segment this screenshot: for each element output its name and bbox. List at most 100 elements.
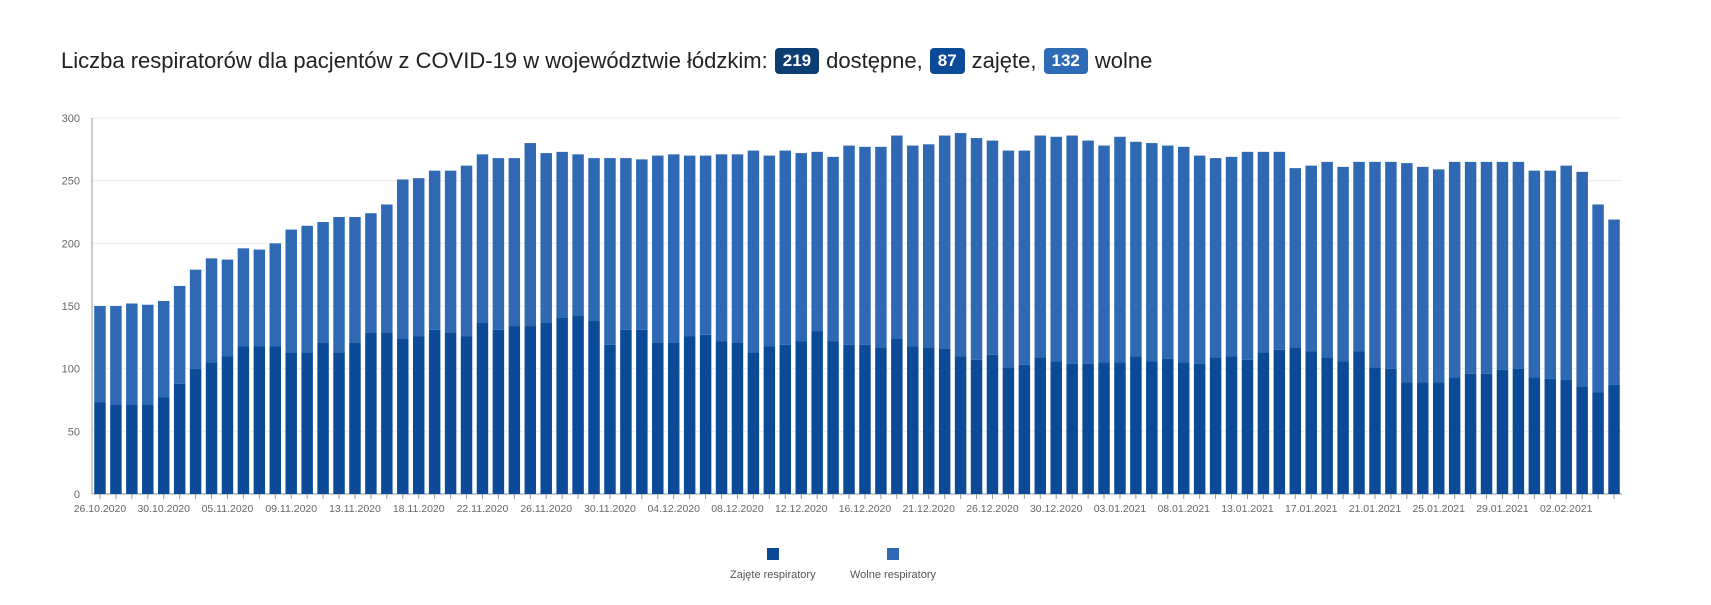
bar-free (1177, 146, 1190, 363)
bar-free (811, 151, 823, 332)
x-tick-label: 22.11.2020 (457, 503, 509, 515)
bar-free (1369, 161, 1381, 368)
x-tick-label: 30.11.2020 (584, 503, 636, 515)
bar-occupied (1082, 363, 1094, 494)
bar-free (604, 158, 616, 345)
bar-occupied (652, 342, 664, 494)
bar-occupied (1098, 362, 1110, 494)
bar-free (938, 135, 951, 349)
bar-free (922, 144, 935, 348)
bar-occupied (1209, 357, 1222, 494)
bar-free (795, 153, 807, 342)
bar-free (1289, 168, 1302, 348)
bar-free (1305, 165, 1317, 352)
bar-occupied (572, 316, 584, 494)
bar-free (1193, 155, 1206, 364)
free-label: wolne (1094, 48, 1153, 73)
y-tick-label: 150 (62, 301, 80, 313)
bar-occupied (811, 331, 823, 494)
y-tick-label: 250 (62, 176, 80, 188)
x-tick-label: 16.12.2020 (839, 503, 892, 515)
bar-free (954, 133, 967, 357)
bar-occupied (1130, 356, 1142, 494)
bar-free (205, 258, 218, 363)
bar-occupied (1193, 363, 1206, 494)
bar-free (397, 179, 409, 339)
bar-free (1209, 158, 1222, 358)
bar-free (126, 303, 138, 406)
bar-occupied (859, 344, 871, 494)
bar-occupied (1353, 351, 1365, 494)
bar-free (588, 158, 600, 322)
bar-occupied (1146, 361, 1158, 494)
bar-occupied (428, 329, 441, 494)
legend-swatch-free (887, 548, 899, 560)
x-tick-label: 30.12.2020 (1030, 503, 1083, 515)
bar-free (476, 154, 489, 323)
bar-occupied (1241, 359, 1254, 494)
bar-free (1432, 169, 1445, 383)
legend-item-free[interactable]: Wolne respiratory (850, 548, 936, 581)
bar-occupied (604, 344, 616, 494)
bar-free (492, 158, 505, 330)
bar-free (540, 153, 552, 323)
bar-free (1560, 165, 1572, 380)
bar-free (333, 217, 345, 353)
x-tick-label: 04.12.2020 (647, 503, 700, 515)
x-tick-label: 09.11.2020 (265, 503, 317, 515)
bar-free (269, 243, 282, 347)
bar-free (428, 170, 441, 330)
bar-occupied (715, 341, 728, 494)
bar-occupied (970, 359, 983, 494)
x-tick-label: 26.10.2020 (74, 503, 127, 515)
y-tick-label: 50 (68, 426, 80, 438)
bar-occupied (253, 346, 266, 494)
bar-occupied (1576, 386, 1588, 494)
bar-occupied (173, 383, 186, 494)
bar-free (524, 143, 537, 327)
bar-occupied (94, 402, 106, 494)
bar-free (763, 155, 776, 347)
bar-free (365, 213, 377, 333)
bar-occupied (444, 332, 457, 494)
bar-free (731, 154, 744, 343)
bar-occupied (1289, 347, 1302, 494)
bar-occupied (142, 405, 154, 494)
bar-occupied (907, 346, 919, 494)
bar-occupied (492, 329, 505, 494)
x-tick-label: 05.11.2020 (202, 503, 254, 515)
legend-item-occupied[interactable]: Zajęte respiratory (730, 548, 816, 581)
bar-free (1034, 135, 1047, 358)
bar-free (173, 285, 186, 384)
bar-occupied (683, 336, 696, 494)
bar-free (1066, 135, 1078, 364)
legend-label-occupied: Zajęte respiratory (730, 569, 816, 581)
bar-free (1241, 151, 1254, 360)
bar-free (157, 300, 170, 398)
bar-free (827, 156, 839, 342)
occupied-count-badge: 87 (929, 48, 965, 74)
bar-free (1098, 145, 1110, 363)
bar-free (556, 151, 568, 318)
bar-free (94, 306, 106, 403)
bar-occupied (189, 368, 202, 494)
bar-occupied (636, 329, 648, 494)
bar-free (110, 306, 122, 406)
bar-occupied (1417, 382, 1429, 494)
bar-occupied (1257, 352, 1270, 494)
bar-occupied (1066, 363, 1078, 494)
available-label: dostępne, (826, 48, 923, 73)
bar-occupied (1512, 368, 1525, 494)
bar-occupied (1337, 361, 1349, 494)
bar-occupied (588, 321, 600, 494)
bar-occupied (1162, 358, 1174, 494)
bar-free (381, 204, 393, 333)
x-tick-label: 18.11.2020 (393, 503, 445, 515)
x-tick-label: 21.12.2020 (902, 503, 955, 515)
bar-free (1544, 170, 1557, 379)
bar-occupied (221, 356, 234, 494)
bar-occupied (1273, 349, 1286, 494)
bar-occupied (1480, 373, 1493, 494)
bar-occupied (1034, 357, 1047, 494)
bar-occupied (1401, 382, 1413, 494)
